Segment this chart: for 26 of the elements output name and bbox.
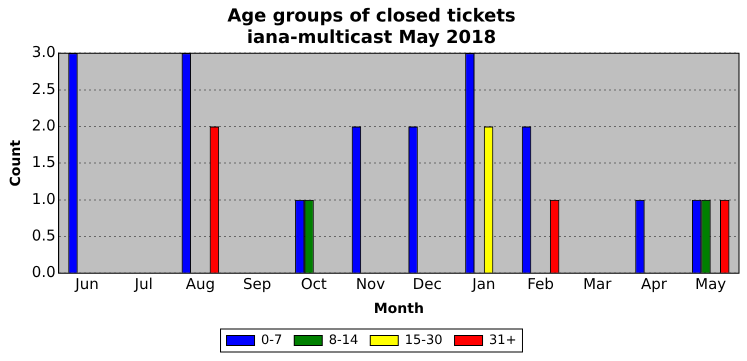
x-tick-label: Jun xyxy=(74,275,99,294)
chart-title: Age groups of closed tickets iana-multicast May 2018 xyxy=(227,5,516,48)
x-tick-label: May xyxy=(695,275,726,294)
legend-label: 0-7 xyxy=(261,332,282,348)
legend-label: 15-30 xyxy=(404,332,443,348)
x-axis-title: Month xyxy=(374,301,424,318)
y-axis-title: Count xyxy=(8,140,24,186)
x-tick-label: Mar xyxy=(583,275,612,294)
y-tick-label: 0.5 xyxy=(32,226,56,244)
x-tick-label: Nov xyxy=(356,275,386,294)
x-tick-label: Jan xyxy=(471,275,496,294)
y-tick-label: 2.0 xyxy=(32,116,56,134)
x-tick-label: Aug xyxy=(186,275,216,294)
x-tick-label: Feb xyxy=(527,275,554,294)
x-tick-label: Sep xyxy=(242,275,272,294)
y-tick-label: 0.0 xyxy=(32,263,56,282)
x-tick-label: Dec xyxy=(412,275,442,294)
y-tick-label: 1.0 xyxy=(32,190,56,208)
y-tick-label: 1.5 xyxy=(32,153,56,172)
x-tick-label: Oct xyxy=(300,275,327,294)
legend-label: 8-14 xyxy=(328,332,358,348)
x-tick-label: Apr xyxy=(640,275,668,294)
y-tick-label: 3.0 xyxy=(32,43,56,62)
y-tick-label: 2.5 xyxy=(32,80,56,98)
x-tick-label: Jul xyxy=(134,275,153,294)
legend-label: 31+ xyxy=(489,332,516,348)
